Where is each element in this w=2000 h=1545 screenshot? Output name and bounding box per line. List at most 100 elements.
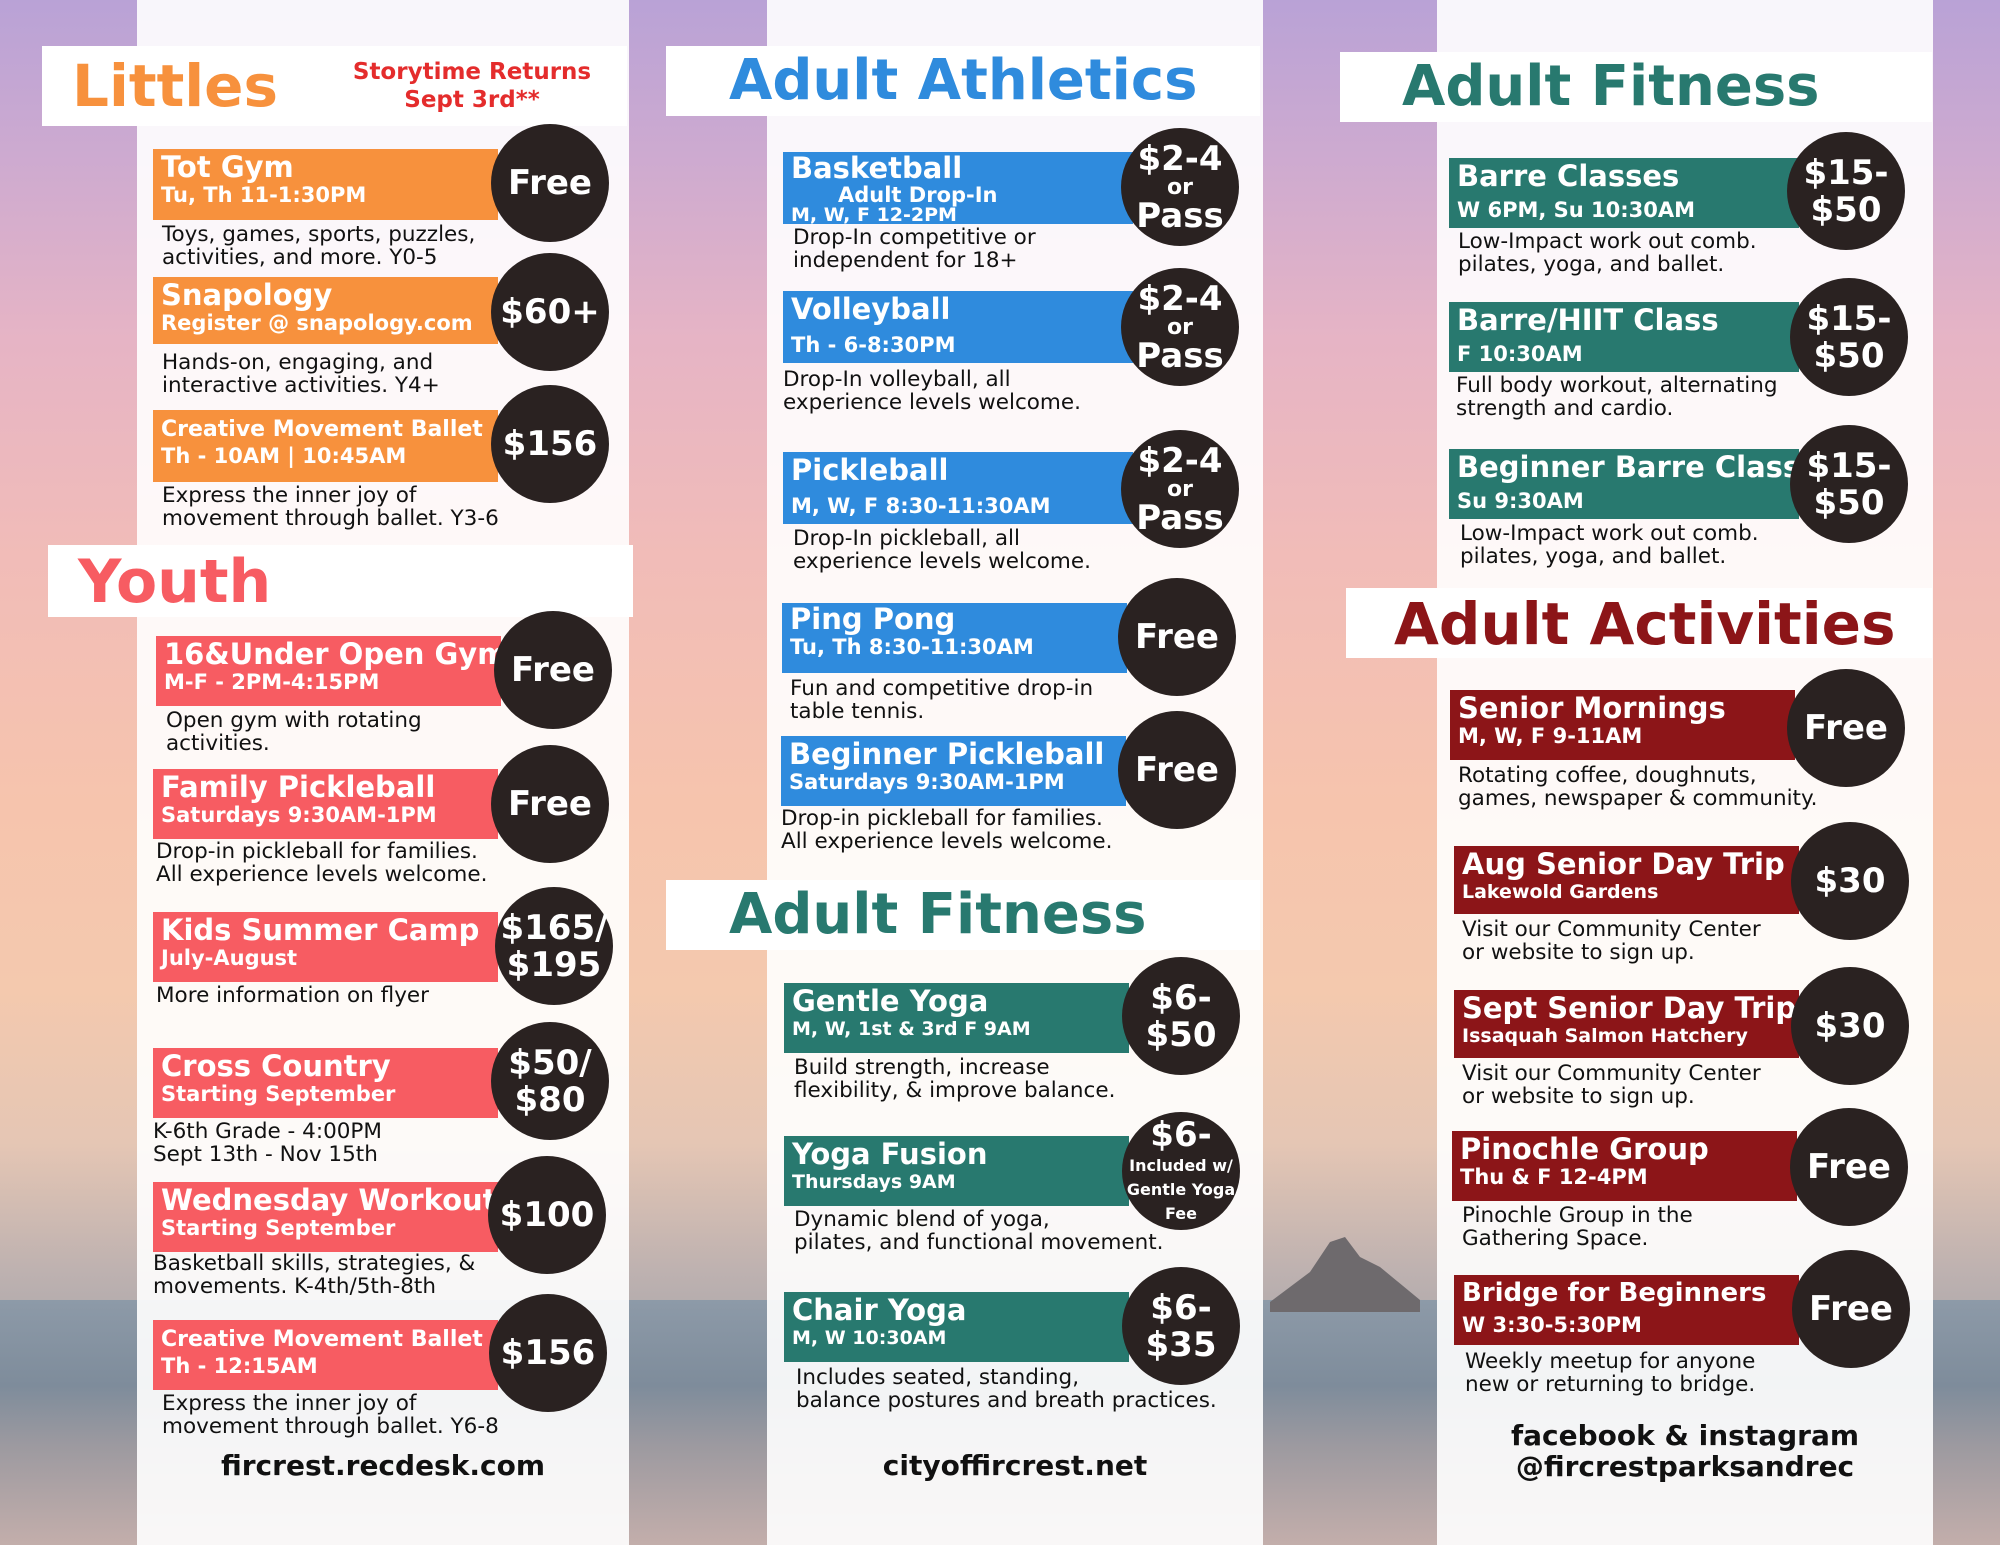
program-schedule: M, W 10:30AM <box>792 1327 947 1349</box>
program-schedule: Th - 6-8:30PM <box>791 333 956 357</box>
program-name: Chair Yoga <box>792 1293 967 1327</box>
price-text: $50/ <box>508 1043 592 1083</box>
adult-activities-title: Adult Activities <box>1394 590 1896 658</box>
program-name: Bridge for Beginners <box>1462 1278 1767 1308</box>
price-text: $100 <box>499 1195 595 1235</box>
program-schedule: Issaquah Salmon Hatchery <box>1462 1025 1748 1047</box>
program-schedule: M-F - 2PM-4:15PM <box>164 670 380 694</box>
program-tot-gym: Tot Gym Tu, Th 11-1:30PM <box>153 149 498 220</box>
program-chair-yoga: Chair Yoga M, W 10:30AM <box>784 1292 1129 1362</box>
program-description: K-6th Grade - 4:00PM Sept 13th - Nov 15t… <box>153 1119 382 1167</box>
price-text: Included w/ Gentle Yoga Fee <box>1126 1156 1236 1223</box>
adult-athletics-header: Adult Athletics <box>666 46 1260 116</box>
program-name: Cross Country <box>161 1049 391 1083</box>
program-schedule: F 10:30AM <box>1457 342 1583 366</box>
price-text: $6- <box>1150 1115 1212 1155</box>
program-name: Creative Movement Ballet <box>161 417 483 442</box>
footer-social-handle[interactable]: facebook & instagram @fircrestparksandre… <box>1510 1419 1860 1483</box>
price-badge: Free <box>491 124 609 242</box>
program-schedule: Starting September <box>161 1216 396 1240</box>
price-badge: $2-4 or Pass <box>1121 268 1239 386</box>
footer-website-link[interactable]: fircrest.recdesk.com <box>220 1449 545 1482</box>
price-text: Pass <box>1136 336 1224 376</box>
price-badge: $156 <box>489 1294 607 1412</box>
price-text: or <box>1167 175 1193 200</box>
program-description: Weekly meetup for anyone new or returnin… <box>1465 1349 1756 1397</box>
program-name: Snapology <box>161 278 333 312</box>
price-badge: Free <box>491 745 609 863</box>
price-badge: $60+ <box>491 253 609 371</box>
program-schedule: Th - 10AM | 10:45AM <box>161 444 407 468</box>
program-schedule: Su 9:30AM <box>1457 489 1584 513</box>
price-text: Free <box>1809 1289 1893 1329</box>
program-name: 16&Under Open Gym <box>164 637 501 671</box>
program-description: Fun and competitive drop-in table tennis… <box>790 676 1094 724</box>
program-name: Basketball <box>791 152 963 185</box>
program-description: Rotating coffee, doughnuts, games, newsp… <box>1458 763 1818 811</box>
program-name: Tot Gym <box>161 150 294 184</box>
program-kids-summer-camp: Kids Summer Camp July-August <box>153 912 498 982</box>
program-description: Build strength, increase flexibility, & … <box>794 1055 1116 1103</box>
program-description: Visit our Community Center or website to… <box>1462 1061 1761 1109</box>
adult-activities-header: Adult Activities <box>1346 588 1932 658</box>
program-description: Drop-in pickleball for families. All exp… <box>156 839 488 887</box>
price-text: $50 <box>1145 1015 1217 1055</box>
price-badge: Free <box>494 611 612 729</box>
price-text: $50 <box>1813 483 1885 523</box>
program-description: Express the inner joy of movement throug… <box>162 483 499 531</box>
price-text: $6- <box>1150 1288 1212 1328</box>
program-gentle-yoga: Gentle Yoga M, W, 1st & 3rd F 9AM <box>784 983 1129 1053</box>
price-text: Pass <box>1136 498 1224 538</box>
youth-title: Youth <box>78 547 272 617</box>
program-name: Beginner Barre Class <box>1457 450 1799 484</box>
price-text: $156 <box>502 424 598 464</box>
price-text: or <box>1167 315 1193 340</box>
price-text: $6- <box>1150 978 1212 1018</box>
program-description: Drop-In pickleball, all experience level… <box>793 526 1091 574</box>
program-description: Pinochle Group in the Gathering Space. <box>1462 1203 1693 1251</box>
program-schedule: M, W, F 9-11AM <box>1458 724 1643 748</box>
program-schedule: Tu, Th 11-1:30PM <box>161 183 367 207</box>
price-text: $165/ <box>500 908 608 948</box>
price-text: $30 <box>1814 861 1886 901</box>
program-schedule: M, W, 1st & 3rd F 9AM <box>792 1018 1031 1040</box>
program-barre-classes: Barre Classes W 6PM, Su 10:30AM <box>1449 158 1799 228</box>
price-badge: $30 <box>1791 822 1909 940</box>
youth-header: Youth <box>48 545 633 617</box>
price-badge: Free <box>1118 578 1236 696</box>
program-name: Senior Mornings <box>1458 691 1726 725</box>
price-badge: $15- $50 <box>1790 278 1908 396</box>
price-badge: $156 <box>491 385 609 503</box>
program-schedule: Thursdays 9AM <box>792 1171 956 1193</box>
program-description: Toys, games, sports, puzzles, activities… <box>162 222 476 270</box>
program-aug-senior-day-trip: Aug Senior Day Trip Lakewold Gardens <box>1454 846 1799 914</box>
program-name: Creative Movement Ballet <box>161 1327 483 1352</box>
program-schedule: Lakewold Gardens <box>1462 881 1659 903</box>
program-beginner-pickleball: Beginner Pickleball Saturdays 9:30AM-1PM <box>781 736 1126 806</box>
price-badge: $15- $50 <box>1790 425 1908 543</box>
program-family-pickleball: Family Pickleball Saturdays 9:30AM-1PM <box>153 769 498 839</box>
program-description: Express the inner joy of movement throug… <box>162 1391 499 1439</box>
program-name: Volleyball <box>791 292 951 326</box>
program-senior-mornings: Senior Mornings M, W, F 9-11AM <box>1450 690 1795 760</box>
adult-fitness-mid-header: Adult Fitness <box>666 880 1260 950</box>
program-barre-hiit-class: Barre/HIIT Class F 10:30AM <box>1449 302 1799 372</box>
program-description: More information on flyer <box>156 983 430 1008</box>
price-badge: $30 <box>1791 967 1909 1085</box>
footer-website-link[interactable]: cityoffircrest.net <box>882 1449 1148 1482</box>
program-name: Barre Classes <box>1457 159 1680 193</box>
price-badge: $6- $35 <box>1122 1267 1240 1385</box>
program-snapology: Snapology Register @ snapology.com <box>153 277 498 344</box>
program-schedule: Thu & F 12-4PM <box>1460 1165 1648 1189</box>
program-description: Full body workout, alternating strength … <box>1456 373 1778 421</box>
program-bridge-for-beginners: Bridge for Beginners W 3:30-5:30PM <box>1454 1275 1799 1345</box>
price-badge: $165/$195 <box>495 887 613 1005</box>
adult-fitness-right-header: Adult Fitness <box>1340 52 1932 122</box>
price-text: $156 <box>500 1333 596 1373</box>
price-text: $50 <box>1813 336 1885 376</box>
price-badge: $15- $50 <box>1787 132 1905 250</box>
price-badge: Free <box>1790 1108 1908 1226</box>
price-badge: $100 <box>488 1156 606 1274</box>
price-text: Free <box>1135 750 1219 790</box>
